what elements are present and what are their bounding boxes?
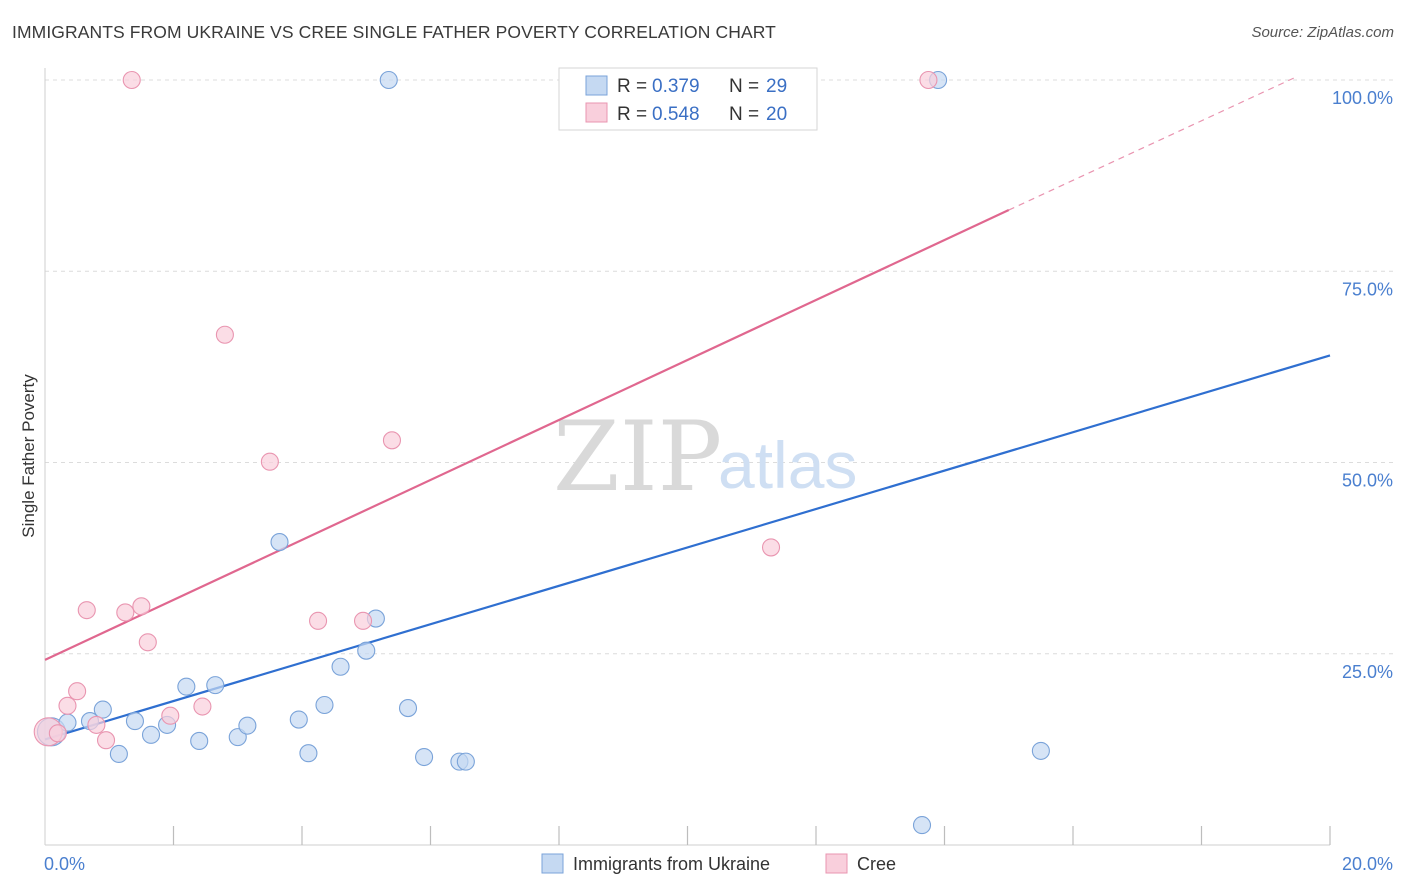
cree-point-3: [68, 682, 87, 701]
legend-swatch-ukraine: [585, 75, 608, 96]
ukraine-point-15: [299, 744, 318, 763]
cree-point-13: [215, 325, 234, 344]
bottom-legend-label-ukraine: Immigrants from Ukraine: [573, 854, 770, 874]
ukraine-point-24: [456, 752, 475, 771]
tick-labels: 25.0% 50.0% 75.0% 100.0% 0.0% 20.0%: [44, 88, 1393, 874]
ukraine-point-9: [190, 731, 209, 751]
cree-point-4: [77, 601, 96, 620]
legend-n-value-ukraine: 29: [766, 76, 787, 97]
ukraine-point-16: [315, 695, 334, 715]
y-tick-label-2: 75.0%: [1342, 279, 1393, 299]
ukraine-point-17: [331, 657, 350, 676]
ukraine-point-26: [912, 816, 932, 835]
ukraine-point-12: [238, 716, 257, 735]
legend-n-value-cree: 20: [766, 104, 787, 125]
watermark-atlas: atlas: [718, 428, 857, 502]
y-tick-label-3: 100.0%: [1332, 88, 1393, 108]
cree-point-2: [58, 696, 77, 715]
legend-r-label-ukraine: R =: [617, 76, 647, 97]
y-tick-label-0: 25.0%: [1342, 662, 1393, 682]
ukraine-point-10: [206, 676, 225, 695]
chart-title: IMMIGRANTS FROM UKRAINE VS CREE SINGLE F…: [12, 22, 776, 42]
cree-point-15: [309, 611, 328, 630]
ukraine-point-22: [415, 747, 434, 767]
trend-lines: [44, 75, 1331, 741]
cree-point-12: [193, 697, 212, 716]
bottom-legend-swatch-ukraine: [541, 853, 564, 874]
cree-point-8: [122, 70, 141, 90]
cree-point-18: [761, 538, 781, 557]
ukraine-point-28: [1031, 741, 1050, 760]
data-points: [33, 70, 1050, 835]
ukraine-point-3: [93, 700, 112, 719]
legend-swatch-cree: [585, 102, 608, 123]
watermark-zip: ZIP: [553, 401, 722, 513]
ukraine-point-14: [289, 710, 308, 729]
cree-trend-line-extension: [1008, 75, 1299, 211]
watermark: ZIP atlas: [553, 401, 857, 513]
legend-n-label-ukraine: N =: [729, 76, 759, 97]
cree-point-16: [353, 611, 373, 630]
cree-point-7: [116, 603, 135, 622]
x-tick-label-1: 20.0%: [1342, 854, 1393, 874]
ukraine-point-21: [398, 699, 418, 718]
cree-trend-line: [44, 209, 1010, 661]
cree-point-10: [138, 633, 157, 652]
y-tick-label-1: 50.0%: [1342, 471, 1393, 491]
cree-point-5: [87, 715, 106, 734]
ukraine-trend-line: [44, 354, 1331, 741]
bottom-legend-label-cree: Cree: [857, 854, 896, 874]
cree-point-17: [382, 431, 402, 450]
legend-r-value-cree: 0.548: [652, 104, 700, 125]
chart-source: Source: ZipAtlas.com: [1251, 24, 1394, 41]
legend-r-label-cree: R =: [617, 104, 647, 125]
cree-point-6: [96, 731, 116, 750]
ukraine-point-13: [270, 533, 289, 552]
ukraine-point-8: [177, 677, 196, 696]
legend-n-label-cree: N =: [729, 104, 759, 125]
ukraine-point-6: [141, 725, 161, 744]
cree-point-9: [132, 597, 151, 616]
cree-point-14: [260, 452, 279, 471]
x-tick-label-0: 0.0%: [44, 854, 85, 874]
ukraine-point-18: [357, 641, 376, 660]
cree-point-1: [48, 724, 67, 743]
ukraine-point-20: [379, 70, 398, 90]
ukraine-point-4: [109, 744, 128, 764]
bottom-legend-swatch-cree: [825, 853, 848, 874]
bottom-legend: Immigrants from Ukraine Cree: [541, 853, 896, 874]
y-axis-label: Single Father Poverty: [19, 374, 38, 538]
ukraine-point-5: [125, 712, 144, 731]
cree-point-11: [161, 706, 180, 725]
legend-box: R = 0.379 N = 29 R = 0.548 N = 20: [558, 67, 818, 131]
gridlines: [45, 79, 1395, 655]
legend-r-value-ukraine: 0.379: [652, 76, 700, 97]
axes: [44, 68, 1331, 846]
cree-point-19: [919, 70, 938, 90]
